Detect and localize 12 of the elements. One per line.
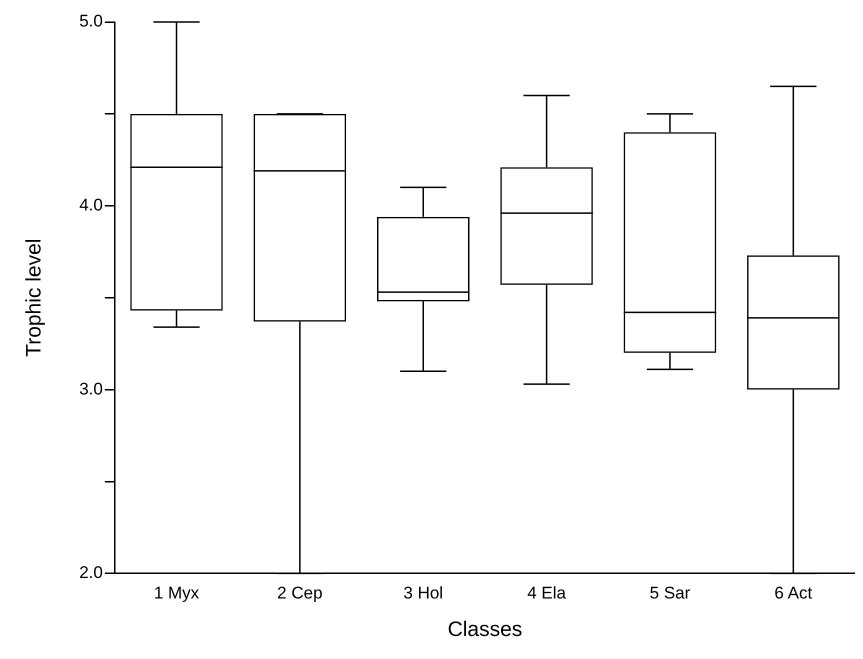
- x-tick-label: 3 Hol: [403, 583, 444, 602]
- y-tick-label: 3.0: [79, 379, 103, 398]
- x-tick-label: 6 Act: [774, 583, 812, 602]
- x-tick-label: 2 Cep: [277, 583, 323, 602]
- x-tick-label: 5 Sar: [650, 583, 691, 602]
- x-tick-label: 4 Ela: [527, 583, 567, 602]
- y-tick-label: 2.0: [79, 563, 103, 582]
- x-tick-label: 1 Myx: [154, 583, 200, 602]
- y-tick-label: 5.0: [79, 12, 103, 31]
- y-tick-label: 4.0: [79, 195, 103, 214]
- y-axis-title: Trophic level: [22, 238, 46, 357]
- x-axis-title: Classes: [448, 618, 522, 642]
